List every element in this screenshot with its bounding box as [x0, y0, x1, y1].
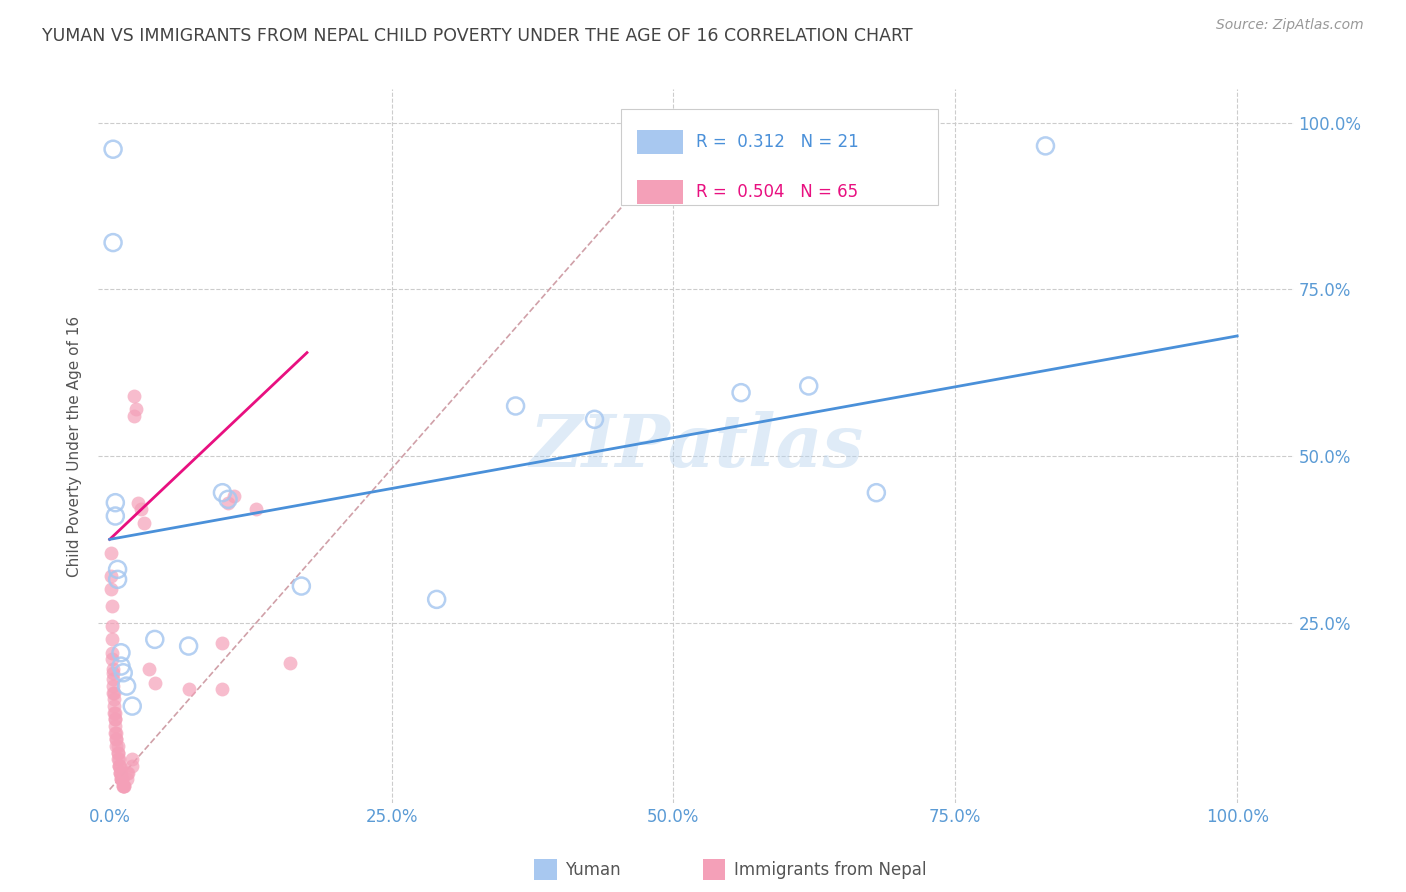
Point [121, 752, 143, 766]
Point [121, 759, 143, 773]
Point [101, 652, 124, 666]
Point [124, 389, 146, 403]
Point [111, 772, 134, 787]
Point [110, 772, 132, 787]
Point [112, 779, 135, 793]
Point [108, 765, 131, 780]
Point [104, 719, 127, 733]
Point [110, 772, 132, 787]
Point [107, 759, 129, 773]
Point [107, 752, 129, 766]
Point [124, 402, 146, 417]
Point [112, 665, 135, 680]
Point [115, 765, 138, 780]
Point [127, 496, 149, 510]
Point [117, 765, 139, 780]
Point [104, 496, 127, 510]
Text: R =  0.312   N = 21: R = 0.312 N = 21 [696, 133, 859, 151]
Point [211, 682, 233, 697]
Point [107, 752, 129, 766]
Point [108, 759, 131, 773]
Point [107, 573, 129, 587]
Point [100, 569, 122, 583]
Point [426, 592, 449, 607]
Point [290, 579, 312, 593]
Text: Source: ZipAtlas.com: Source: ZipAtlas.com [1216, 18, 1364, 32]
Point [100, 582, 122, 597]
Point [108, 765, 131, 780]
Point [730, 385, 752, 400]
Point [101, 599, 124, 613]
Point [124, 409, 146, 423]
Point [101, 619, 124, 633]
Point [115, 772, 138, 787]
Point [101, 665, 124, 680]
Point [105, 725, 128, 739]
Point [505, 399, 527, 413]
Point [103, 686, 125, 700]
Point [211, 485, 233, 500]
Point [101, 686, 124, 700]
Point [112, 779, 135, 793]
Point [110, 646, 132, 660]
Point [177, 639, 200, 653]
Point [101, 646, 124, 660]
Text: YUMAN VS IMMIGRANTS FROM NEPAL CHILD POVERTY UNDER THE AGE OF 16 CORRELATION CHA: YUMAN VS IMMIGRANTS FROM NEPAL CHILD POV… [42, 27, 912, 45]
Point [115, 679, 138, 693]
Point [101, 673, 124, 687]
Point [121, 699, 143, 714]
Point [105, 739, 128, 753]
Point [217, 492, 239, 507]
Point [101, 632, 124, 647]
Point [132, 516, 155, 530]
Point [107, 739, 129, 753]
Point [107, 759, 129, 773]
Point [104, 713, 127, 727]
Point [100, 546, 122, 560]
Point [105, 732, 128, 747]
Point [101, 679, 124, 693]
Point [177, 682, 200, 697]
Point [245, 502, 267, 516]
Point [222, 489, 245, 503]
Point [143, 675, 166, 690]
Point [101, 142, 124, 156]
Point [112, 779, 135, 793]
Point [278, 656, 301, 670]
Point [105, 732, 128, 747]
Text: ZIPatlas: ZIPatlas [529, 410, 863, 482]
Point [110, 659, 132, 673]
Point [583, 412, 606, 426]
Point [103, 706, 125, 720]
Text: Immigrants from Nepal: Immigrants from Nepal [734, 861, 927, 879]
Text: Yuman: Yuman [565, 861, 621, 879]
Point [103, 692, 125, 706]
Point [101, 662, 124, 676]
Point [104, 706, 127, 720]
Point [110, 765, 132, 780]
Point [107, 746, 129, 760]
Point [101, 235, 124, 250]
Point [1035, 139, 1057, 153]
Text: R =  0.504   N = 65: R = 0.504 N = 65 [696, 183, 858, 202]
Point [112, 779, 135, 793]
Point [104, 713, 127, 727]
Point [797, 379, 820, 393]
Point [865, 485, 887, 500]
Point [211, 636, 233, 650]
Point [104, 509, 127, 524]
Point [143, 632, 166, 647]
Point [111, 772, 134, 787]
Point [129, 502, 152, 516]
Point [107, 746, 129, 760]
Point [217, 496, 239, 510]
Point [138, 662, 160, 676]
Y-axis label: Child Poverty Under the Age of 16: Child Poverty Under the Age of 16 [67, 316, 83, 576]
Point [104, 725, 127, 739]
Point [103, 699, 125, 714]
Point [107, 562, 129, 576]
